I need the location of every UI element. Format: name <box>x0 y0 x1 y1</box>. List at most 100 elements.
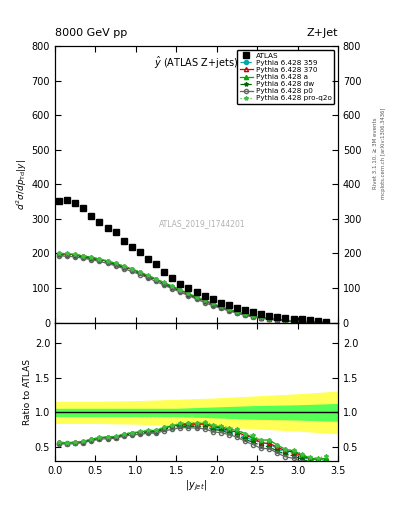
Pythia 6.428 a <box>291 318 296 324</box>
Pythia 6.428 370 <box>57 251 61 257</box>
ATLAS <box>186 285 191 291</box>
Line: Pythia 6.428 p0: Pythia 6.428 p0 <box>57 254 328 325</box>
Pythia 6.428 pro-q2o <box>89 254 94 260</box>
Pythia 6.428 359 <box>316 319 320 325</box>
Pythia 6.428 pro-q2o <box>194 293 199 300</box>
ATLAS <box>316 318 320 324</box>
ATLAS <box>138 249 142 255</box>
Pythia 6.428 359 <box>73 252 77 259</box>
Pythia 6.428 370 <box>210 301 215 307</box>
Pythia 6.428 359 <box>251 313 255 319</box>
Pythia 6.428 359 <box>105 259 110 265</box>
Y-axis label: Ratio to ATLAS: Ratio to ATLAS <box>23 359 32 424</box>
Pythia 6.428 pro-q2o <box>129 266 134 272</box>
Pythia 6.428 359 <box>97 257 102 263</box>
Pythia 6.428 a <box>57 250 61 257</box>
Pythia 6.428 dw <box>162 281 167 287</box>
Pythia 6.428 pro-q2o <box>146 272 151 279</box>
Pythia 6.428 359 <box>146 273 151 280</box>
Pythia 6.428 dw <box>97 257 102 263</box>
Pythia 6.428 p0 <box>57 253 61 259</box>
Pythia 6.428 a <box>129 266 134 272</box>
Pythia 6.428 pro-q2o <box>291 318 296 324</box>
Pythia 6.428 dw <box>316 319 320 325</box>
Pythia 6.428 dw <box>242 312 247 318</box>
Pythia 6.428 pro-q2o <box>186 290 191 296</box>
Pythia 6.428 pro-q2o <box>259 314 264 321</box>
Pythia 6.428 370 <box>89 254 94 261</box>
Pythia 6.428 a <box>202 297 207 304</box>
Pythia 6.428 359 <box>283 317 288 324</box>
Pythia 6.428 a <box>242 311 247 317</box>
Pythia 6.428 359 <box>57 251 61 258</box>
Pythia 6.428 pro-q2o <box>275 316 280 323</box>
Pythia 6.428 p0 <box>186 292 191 298</box>
Pythia 6.428 359 <box>275 317 280 323</box>
Line: Pythia 6.428 370: Pythia 6.428 370 <box>57 252 328 324</box>
Pythia 6.428 pro-q2o <box>267 315 272 322</box>
Pythia 6.428 370 <box>202 297 207 304</box>
Pythia 6.428 a <box>121 263 126 269</box>
Pythia 6.428 pro-q2o <box>73 251 77 257</box>
Pythia 6.428 a <box>283 317 288 324</box>
Pythia 6.428 dw <box>299 318 304 325</box>
Pythia 6.428 p0 <box>81 255 86 261</box>
Pythia 6.428 a <box>146 272 151 279</box>
Pythia 6.428 p0 <box>146 275 151 281</box>
Pythia 6.428 p0 <box>73 254 77 260</box>
Pythia 6.428 a <box>194 294 199 300</box>
Pythia 6.428 370 <box>242 311 247 317</box>
Pythia 6.428 pro-q2o <box>113 260 118 266</box>
Pythia 6.428 370 <box>162 280 167 286</box>
Pythia 6.428 a <box>251 313 255 319</box>
Pythia 6.428 pro-q2o <box>105 258 110 264</box>
Pythia 6.428 370 <box>226 307 231 313</box>
Pythia 6.428 a <box>162 280 167 286</box>
Pythia 6.428 pro-q2o <box>316 319 320 325</box>
Pythia 6.428 359 <box>170 284 174 290</box>
Pythia 6.428 dw <box>219 305 223 311</box>
Pythia 6.428 dw <box>73 253 77 259</box>
Pythia 6.428 359 <box>307 319 312 325</box>
Pythia 6.428 370 <box>97 256 102 262</box>
Pythia 6.428 p0 <box>138 271 142 278</box>
Pythia 6.428 a <box>259 314 264 321</box>
Pythia 6.428 p0 <box>194 296 199 302</box>
Pythia 6.428 370 <box>121 264 126 270</box>
ATLAS <box>275 314 280 320</box>
Pythia 6.428 370 <box>307 318 312 325</box>
ATLAS <box>113 228 118 234</box>
Pythia 6.428 359 <box>81 254 86 260</box>
Pythia 6.428 dw <box>170 285 174 291</box>
Pythia 6.428 dw <box>283 317 288 324</box>
Pythia 6.428 p0 <box>121 266 126 272</box>
ATLAS <box>170 274 174 281</box>
Pythia 6.428 a <box>81 253 86 259</box>
Pythia 6.428 a <box>178 287 183 293</box>
ATLAS <box>307 317 312 323</box>
Pythia 6.428 p0 <box>316 319 320 325</box>
Pythia 6.428 a <box>235 309 239 315</box>
Pythia 6.428 370 <box>219 304 223 310</box>
Text: 8000 GeV pp: 8000 GeV pp <box>55 28 127 38</box>
Pythia 6.428 dw <box>251 314 255 320</box>
Pythia 6.428 370 <box>291 318 296 324</box>
Pythia 6.428 p0 <box>291 318 296 325</box>
ATLAS <box>202 293 207 300</box>
ATLAS <box>226 302 231 308</box>
Pythia 6.428 370 <box>251 313 255 319</box>
Pythia 6.428 359 <box>259 315 264 321</box>
Pythia 6.428 359 <box>299 318 304 325</box>
Pythia 6.428 a <box>73 251 77 258</box>
Pythia 6.428 a <box>316 319 320 325</box>
Pythia 6.428 a <box>267 315 272 322</box>
Pythia 6.428 p0 <box>113 263 118 269</box>
ATLAS <box>219 300 223 306</box>
Pythia 6.428 370 <box>235 309 239 315</box>
X-axis label: $|y_{jet}|$: $|y_{jet}|$ <box>185 478 208 493</box>
Pythia 6.428 370 <box>73 252 77 258</box>
ATLAS <box>57 198 61 204</box>
Pythia 6.428 p0 <box>275 317 280 323</box>
Pythia 6.428 p0 <box>65 253 70 259</box>
ATLAS <box>89 213 94 219</box>
